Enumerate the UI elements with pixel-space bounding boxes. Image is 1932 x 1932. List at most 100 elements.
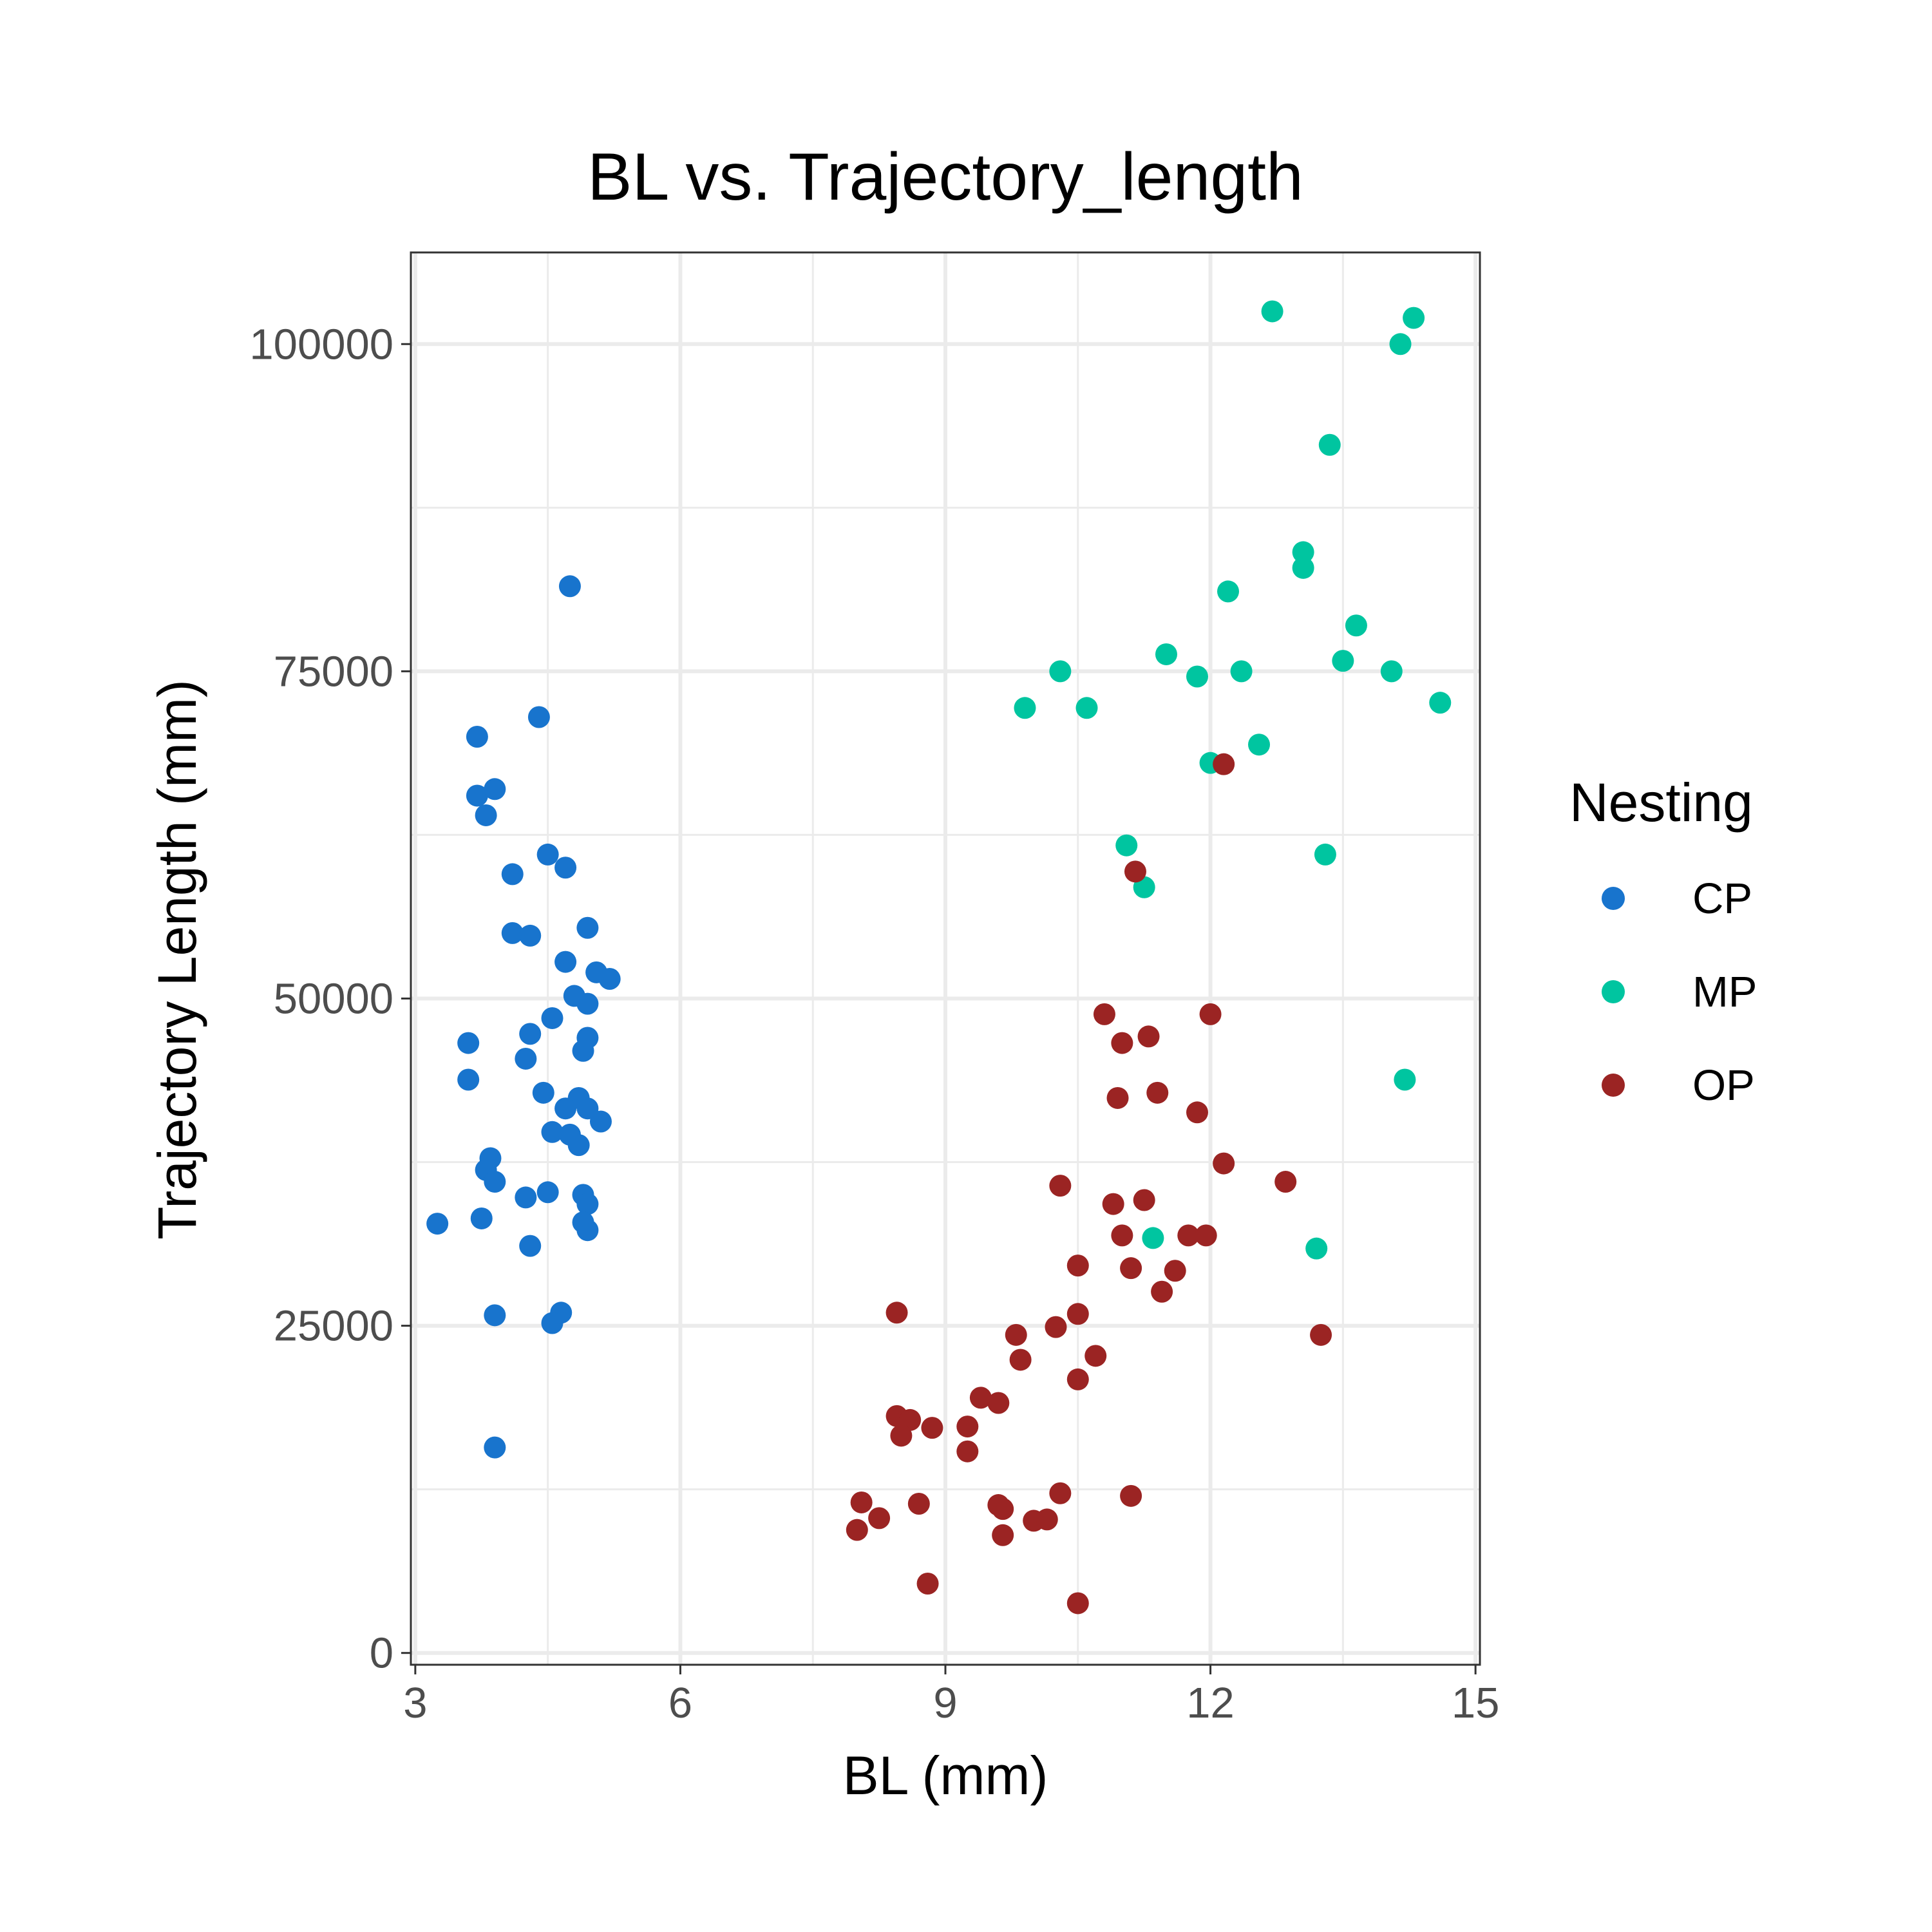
data-point-op (1120, 1257, 1142, 1280)
data-point-mp (1314, 843, 1336, 866)
data-point-mp (1049, 660, 1072, 683)
data-point-op (956, 1440, 979, 1463)
data-point-op (1177, 1224, 1200, 1247)
data-point-cp (541, 1007, 564, 1029)
legend-key-op (1602, 1074, 1625, 1097)
data-point-op (1049, 1175, 1072, 1197)
legend-label-mp: MP (1692, 968, 1757, 1016)
data-point-mp (1115, 834, 1138, 857)
data-point-op (1274, 1171, 1297, 1193)
data-point-cp (475, 804, 497, 826)
data-point-mp (1155, 643, 1177, 665)
data-point-cp (484, 1171, 506, 1193)
data-point-op (1151, 1280, 1173, 1303)
y-tick-label: 25000 (274, 1302, 393, 1350)
data-point-mp (1305, 1237, 1328, 1260)
data-point-cp (576, 916, 599, 939)
data-point-op (1049, 1482, 1072, 1504)
data-point-mp (1345, 614, 1367, 637)
data-point-op (921, 1417, 943, 1439)
data-point-op (1133, 1189, 1155, 1211)
data-points (426, 300, 1452, 1615)
data-point-mp (1380, 660, 1403, 683)
data-point-op (1005, 1323, 1027, 1346)
y-tick-label: 75000 (274, 647, 393, 696)
data-point-op (1137, 1025, 1160, 1048)
data-point-cp (484, 778, 506, 800)
data-point-cp (519, 1023, 542, 1045)
data-point-mp (1403, 307, 1425, 329)
chart-title: BL vs. Trajectory_length (587, 140, 1303, 214)
legend-key-mp (1602, 980, 1625, 1003)
x-tick-label: 3 (403, 1679, 427, 1727)
data-point-mp (1186, 665, 1208, 688)
x-tick-label: 6 (668, 1679, 692, 1727)
data-point-op (916, 1572, 939, 1595)
x-tick-label: 12 (1186, 1679, 1235, 1727)
data-point-op (1009, 1349, 1032, 1371)
data-point-op (1146, 1081, 1169, 1104)
data-point-mp (1429, 692, 1452, 714)
data-point-mp (1248, 734, 1271, 756)
data-point-op (1195, 1224, 1217, 1247)
data-point-cp (466, 784, 488, 807)
data-point-op (1213, 753, 1235, 775)
legend-items: CP MP OP (1602, 875, 1757, 1110)
data-point-op (992, 1524, 1014, 1546)
data-point-op (890, 1425, 913, 1447)
data-point-cp (457, 1068, 480, 1091)
data-point-mp (1292, 556, 1314, 579)
data-point-op (1036, 1508, 1058, 1531)
data-point-op (987, 1392, 1010, 1414)
y-axis-title: Trajectory Length (mm) (147, 679, 207, 1240)
data-point-op (1066, 1303, 1089, 1325)
legend-title: Nesting (1569, 772, 1753, 833)
data-point-cp (466, 726, 488, 748)
data-point-mp (1261, 300, 1283, 323)
y-tick-label: 50000 (274, 974, 393, 1023)
data-point-op (850, 1491, 873, 1513)
data-point-cp (457, 1032, 480, 1054)
x-tick-label: 15 (1452, 1679, 1500, 1727)
data-point-mp (1318, 433, 1341, 456)
data-point-op (1164, 1260, 1186, 1282)
data-point-cp (554, 857, 577, 879)
data-point-cp (515, 1186, 537, 1209)
data-point-op (1102, 1193, 1124, 1215)
data-point-op (1066, 1255, 1089, 1277)
data-point-cp (554, 951, 577, 973)
data-point-cp (576, 1219, 599, 1242)
data-point-cp (501, 922, 524, 944)
legend-label-cp: CP (1692, 875, 1752, 923)
data-point-cp (536, 843, 559, 866)
y-tick-label: 0 (370, 1629, 393, 1678)
data-point-mp (1394, 1068, 1416, 1091)
data-point-cp (527, 706, 550, 728)
data-point-op (1084, 1345, 1107, 1367)
data-point-cp (558, 575, 581, 598)
data-point-op (886, 1302, 908, 1324)
data-point-cp (515, 1047, 537, 1070)
data-point-cp (598, 968, 621, 990)
data-point-op (1066, 1368, 1089, 1390)
data-point-cp (501, 863, 524, 886)
data-point-cp (519, 1235, 542, 1257)
y-axis: 0 25000 50000 75000 100000 (249, 320, 411, 1678)
data-point-cp (541, 1121, 564, 1143)
data-point-op (969, 1387, 992, 1409)
data-point-cp (519, 924, 542, 947)
data-point-cp (484, 1304, 506, 1327)
data-point-cp (532, 1081, 554, 1104)
data-point-cp (567, 1134, 590, 1157)
data-point-op (1106, 1086, 1129, 1109)
y-tick-label: 100000 (249, 320, 393, 368)
data-point-mp (1014, 697, 1036, 719)
data-point-op (1066, 1592, 1089, 1615)
data-point-cp (554, 1097, 577, 1120)
data-point-op (1111, 1224, 1133, 1247)
data-point-cp (541, 1312, 564, 1334)
data-point-op (1199, 1003, 1222, 1025)
data-point-cp (426, 1213, 449, 1235)
x-axis-title: BL (mm) (843, 1745, 1048, 1806)
